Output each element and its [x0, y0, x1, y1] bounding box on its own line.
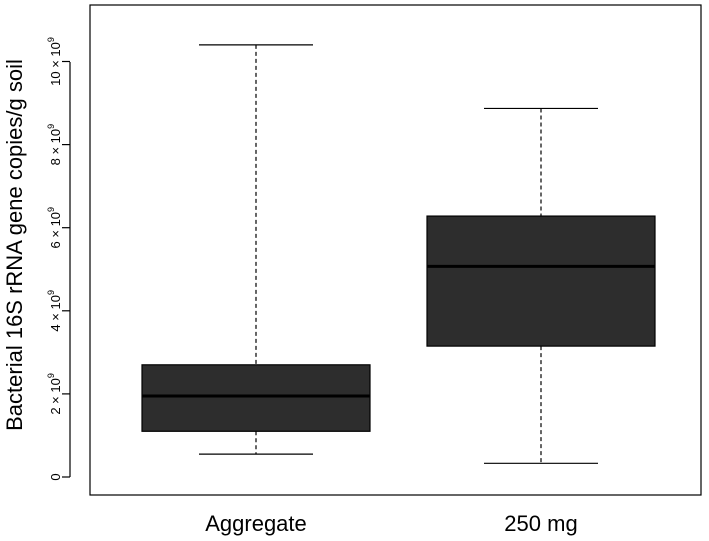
- iqr-box: [141, 364, 371, 432]
- y-tick-label: 2 × 109: [46, 373, 63, 415]
- plot-frame: [89, 4, 702, 496]
- y-ticks: 0 2 × 109 4 × 109 6 × 109 8 × 109 10 × 109: [46, 37, 70, 481]
- y-tick-label: 6 × 109: [46, 207, 63, 249]
- y-tick-label: 10 × 109: [46, 37, 63, 86]
- y-axis-label: Bacterial 16S rRNA gene copies/g soil: [2, 59, 27, 431]
- box-250mg: [426, 107, 656, 464]
- x-ticks: Aggregate 250 mg: [205, 511, 577, 536]
- y-tick-label: 4 × 109: [46, 290, 63, 332]
- x-tick-label: Aggregate: [205, 511, 307, 536]
- y-tick-label: 8 × 109: [46, 124, 63, 166]
- iqr-box: [426, 215, 656, 347]
- box-aggregate: [141, 44, 371, 455]
- boxes: [141, 44, 656, 464]
- x-tick-label: 250 mg: [504, 511, 577, 536]
- y-tick-label: 0: [48, 473, 63, 480]
